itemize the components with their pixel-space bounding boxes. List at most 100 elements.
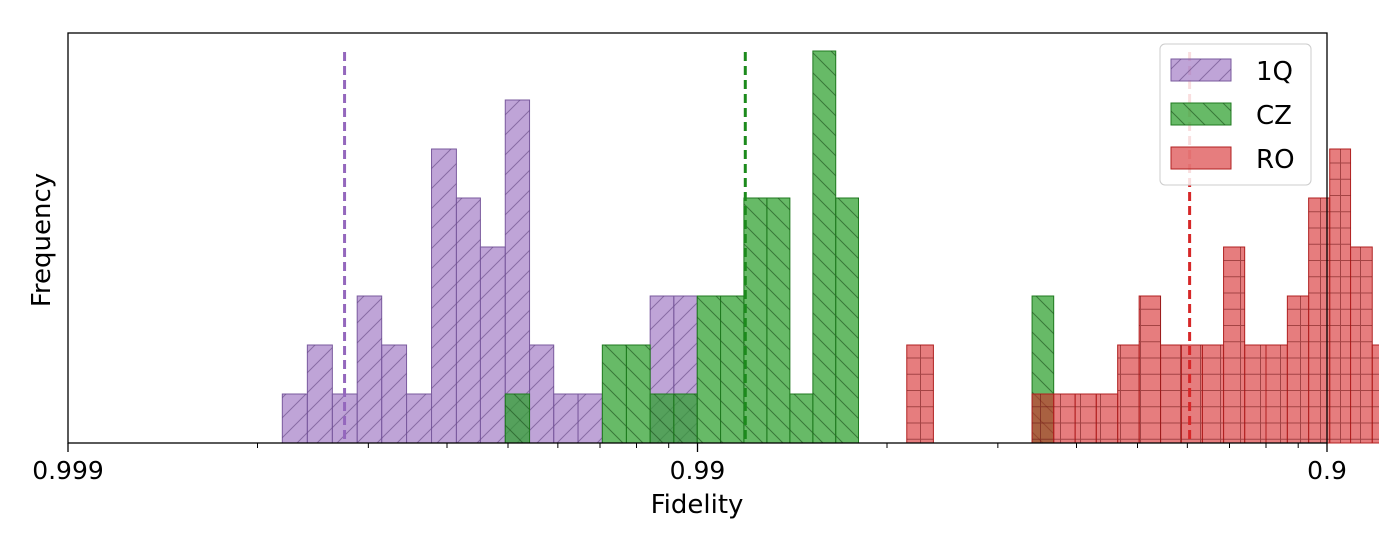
bar-cz (696, 295, 722, 444)
bar-ro-hatch (1032, 394, 1054, 443)
bar-1q (553, 393, 579, 444)
bar-ro (1329, 148, 1352, 444)
bar-ro (1244, 344, 1267, 444)
legend-entry-ro: RO (1170, 145, 1295, 175)
bar-cz-hatch (789, 394, 813, 443)
bar-ro-hatch (906, 345, 934, 443)
bar-ro-hatch (1096, 394, 1118, 443)
bar-ro (1223, 246, 1246, 444)
bar-cz (673, 393, 698, 444)
bar-cz-hatch (697, 296, 721, 443)
bar-cz (601, 344, 627, 444)
bar-1q (455, 197, 481, 444)
bar-1q (306, 344, 333, 444)
legend-label-cz: CZ (1256, 101, 1292, 131)
bar-1q (406, 393, 433, 444)
bar-1q-hatch (282, 394, 308, 443)
bar-1q (479, 246, 506, 444)
bar-cz (743, 197, 768, 444)
bar-ro (1053, 393, 1076, 444)
bar-1q-hatch (431, 149, 457, 443)
bar-ro (1074, 393, 1097, 444)
bar-ro (906, 344, 934, 444)
bar-ro (1265, 344, 1288, 444)
bar-ro (1308, 197, 1331, 444)
bar-1q (381, 344, 408, 444)
bar-1q (281, 393, 308, 444)
bar-cz-hatch (673, 394, 698, 443)
y-axis-label: Frequency (27, 173, 57, 307)
bar-ro-hatch (1287, 296, 1309, 443)
bar-1q-hatch (307, 345, 333, 443)
bar-cz (766, 197, 791, 444)
x-tick-label: 0.99 (670, 456, 726, 485)
bar-cz-hatch (812, 51, 836, 443)
legend-label-ro: RO (1256, 145, 1295, 175)
bar-ro (1371, 344, 1379, 444)
bar-1q-hatch (505, 100, 530, 443)
bar-1q (356, 295, 383, 444)
bar-cz-hatch (743, 198, 767, 443)
bar-ro-hatch (1117, 345, 1140, 443)
histogram-bars (281, 50, 1379, 444)
bar-1q-hatch (381, 345, 407, 443)
bar-ro (1117, 344, 1140, 444)
bar-ro (1201, 344, 1225, 444)
x-tick-label: 0.9 (1307, 456, 1347, 485)
bar-ro (1286, 295, 1310, 444)
bar-cz (625, 344, 651, 444)
bar-1q (504, 99, 531, 444)
bar-1q-hatch (578, 394, 603, 443)
bar-ro (1095, 393, 1119, 444)
legend-entry-cz: CZ (1170, 101, 1292, 131)
bar-ro-hatch (1372, 345, 1379, 443)
x-axis-ticks: 0.999 0.99 0.9 (32, 443, 1347, 485)
bar-cz-hatch (602, 345, 627, 443)
bar-cz-hatch (835, 198, 859, 443)
bar-cz (835, 197, 859, 444)
bar-ro-hatch (1223, 247, 1245, 443)
bar-1q-hatch (357, 296, 382, 443)
bar-ro (1138, 295, 1162, 444)
bar-ro-hatch (1053, 394, 1076, 443)
legend: 1Q CZ RO (1159, 43, 1312, 186)
bar-ro (1160, 344, 1182, 444)
bar-1q (529, 344, 555, 444)
bar-ro-hatch (1350, 247, 1373, 443)
bar-ro-hatch (1202, 345, 1224, 443)
bar-1q-hatch (529, 345, 554, 443)
bar-ro-hatch (1139, 296, 1161, 443)
bar-ro-hatch (1075, 394, 1097, 443)
bar-ro-hatch (1329, 149, 1351, 443)
bar-ro-hatch (1244, 345, 1266, 443)
bar-ro (1350, 246, 1373, 444)
bar-ro (1031, 393, 1055, 444)
bar-ro (1180, 344, 1203, 444)
bar-cz (720, 295, 745, 444)
bar-cz (504, 393, 531, 444)
bar-ro-hatch (1181, 345, 1203, 443)
legend-swatch-ro (1170, 146, 1232, 170)
bar-1q-hatch (553, 394, 579, 443)
bar-cz-hatch (626, 345, 651, 443)
bar-cz-hatch (650, 394, 674, 443)
bar-cz (789, 393, 814, 444)
bar-ro-hatch (1308, 198, 1330, 443)
bar-1q-hatch (456, 198, 481, 443)
bar-1q (577, 393, 603, 444)
legend-entry-1q: 1Q (1170, 57, 1293, 87)
bar-1q-hatch (406, 394, 432, 443)
bar-cz-hatch (505, 394, 530, 443)
bar-cz-hatch (720, 296, 744, 443)
bar-cz (649, 393, 675, 444)
bar-1q-hatch (480, 247, 506, 443)
mean-lines (343, 52, 1192, 443)
x-tick-label: 0.999 (32, 456, 104, 485)
x-axis-label: Fidelity (651, 490, 744, 520)
bar-1q (431, 148, 457, 444)
bar-ro-hatch (1265, 345, 1288, 443)
bar-cz (812, 50, 837, 444)
bar-ro-hatch (1160, 345, 1182, 443)
bar-cz-hatch (766, 198, 790, 443)
